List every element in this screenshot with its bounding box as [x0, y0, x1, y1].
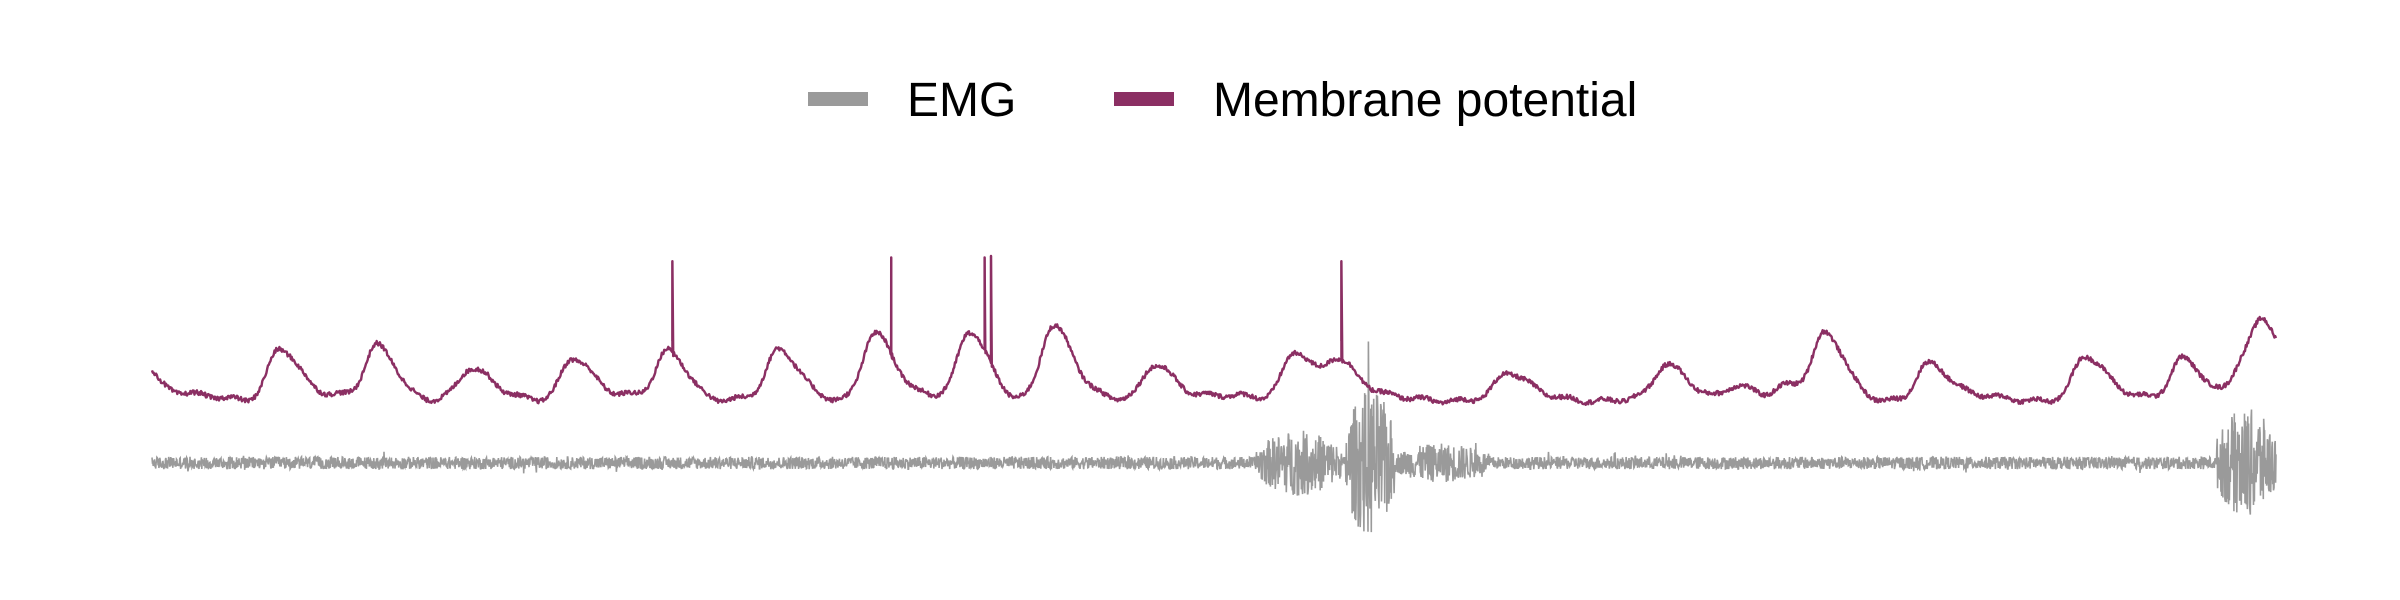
series-line-membrane-potential	[150, 254, 2278, 406]
series-line-emg	[151, 341, 2277, 533]
legend-swatch-emg	[808, 92, 868, 106]
legend-swatch-membrane-potential	[1114, 92, 1174, 106]
plot-area	[150, 254, 2278, 533]
legend: EMG Membrane potential	[808, 74, 1637, 127]
legend-label-membrane-potential: Membrane potential	[1213, 74, 1637, 127]
legend-label-emg: EMG	[907, 74, 1016, 127]
